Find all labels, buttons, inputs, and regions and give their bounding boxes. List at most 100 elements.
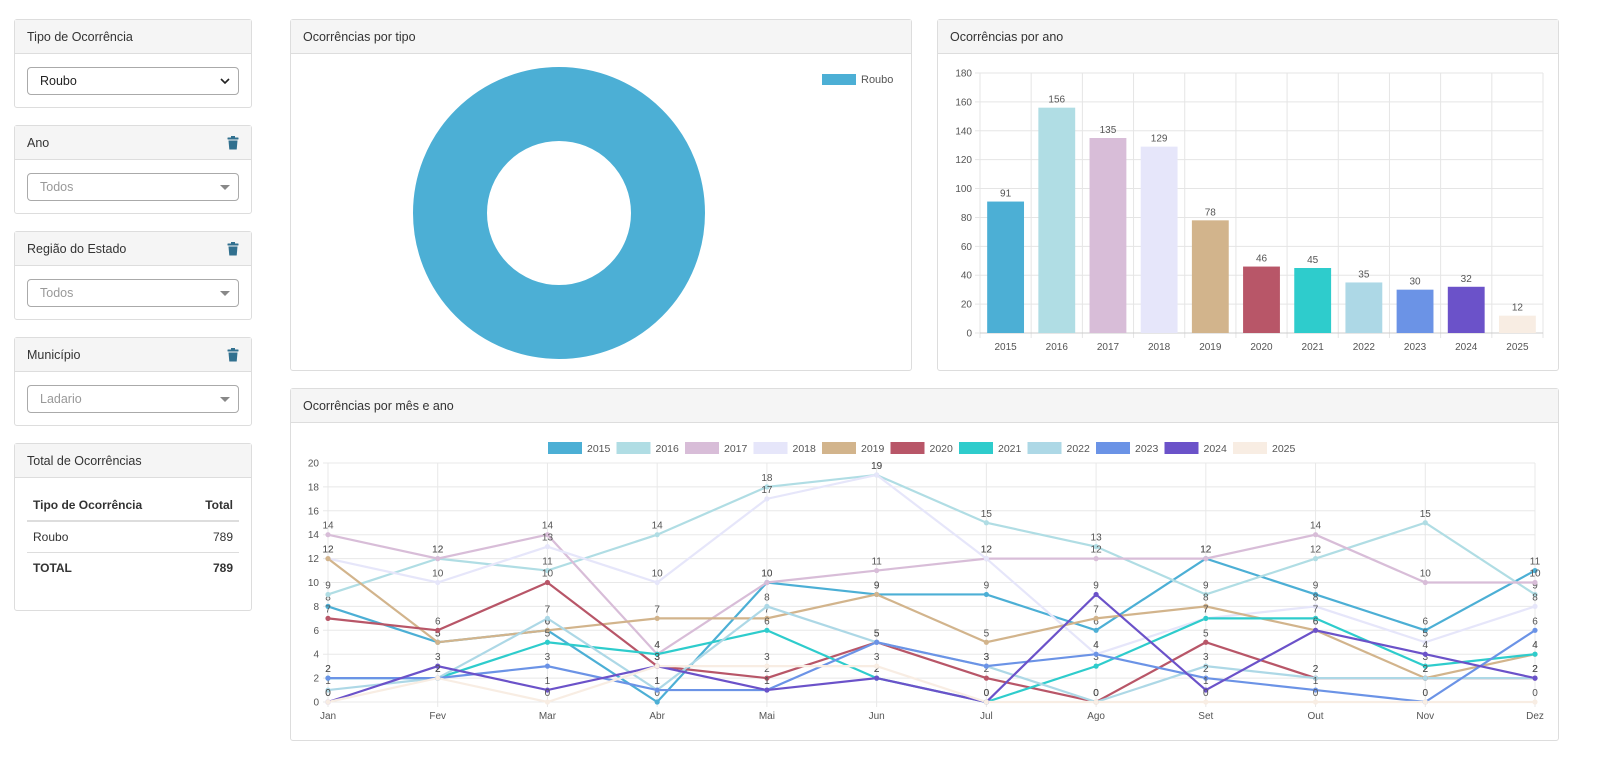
- data-point-2019[interactable]: [544, 627, 551, 633]
- data-point-2017[interactable]: [1312, 532, 1319, 538]
- data-point-2022[interactable]: [544, 615, 551, 621]
- data-point-2022[interactable]: [1312, 675, 1319, 681]
- data-point-2017[interactable]: [1093, 556, 1099, 562]
- data-point-2023[interactable]: [654, 687, 660, 693]
- data-point-2025[interactable]: [435, 675, 441, 681]
- data-point-2019[interactable]: [1203, 603, 1209, 609]
- legend-swatch-2016[interactable]: [616, 442, 651, 454]
- data-point-2023[interactable]: [874, 639, 880, 645]
- tipo-select[interactable]: Roubo: [27, 67, 239, 95]
- data-point-2023[interactable]: [544, 663, 551, 669]
- data-point-2025[interactable]: [1422, 699, 1428, 705]
- data-point-2016[interactable]: [1093, 544, 1099, 550]
- bar-2020[interactable]: [1243, 266, 1280, 333]
- data-point-2024[interactable]: [435, 663, 441, 669]
- bar-2019[interactable]: [1191, 220, 1229, 333]
- data-point-2025[interactable]: [1203, 699, 1209, 705]
- data-point-2024[interactable]: [1422, 651, 1428, 657]
- trash-icon[interactable]: [227, 241, 239, 256]
- data-point-2021[interactable]: [544, 639, 551, 645]
- bar-2018[interactable]: [1140, 146, 1178, 333]
- data-point-2018[interactable]: [983, 556, 989, 562]
- data-point-2020[interactable]: [764, 675, 770, 681]
- data-point-2015[interactable]: [1093, 627, 1099, 633]
- data-point-2019[interactable]: [983, 639, 989, 645]
- data-point-2016[interactable]: [1203, 591, 1209, 598]
- data-point-2022[interactable]: [1203, 663, 1209, 669]
- trash-icon[interactable]: [227, 135, 239, 150]
- data-point-2024[interactable]: [1093, 591, 1099, 598]
- regiao-select[interactable]: Todos: [27, 279, 239, 307]
- data-point-2021[interactable]: [1532, 651, 1538, 657]
- legend-swatch-2024[interactable]: [1164, 442, 1199, 454]
- legend-swatch-2015[interactable]: [548, 442, 582, 454]
- data-point-2017[interactable]: [1203, 556, 1209, 562]
- bar-2021[interactable]: [1294, 268, 1332, 333]
- data-point-2019[interactable]: [1093, 615, 1099, 621]
- data-point-2015[interactable]: [1532, 567, 1538, 574]
- data-point-2022[interactable]: [1422, 675, 1428, 681]
- pie-slice-roubo[interactable]: [413, 67, 705, 359]
- data-point-2020[interactable]: [435, 627, 441, 633]
- data-point-2020[interactable]: [325, 615, 331, 621]
- data-point-2021[interactable]: [1312, 615, 1319, 621]
- data-point-2016[interactable]: [1312, 556, 1319, 562]
- data-point-2017[interactable]: [544, 532, 551, 538]
- data-point-2015[interactable]: [983, 591, 989, 598]
- legend-swatch-2019[interactable]: [822, 442, 856, 454]
- data-point-2016[interactable]: [1422, 520, 1428, 526]
- data-point-2021[interactable]: [1422, 663, 1428, 669]
- data-point-2020[interactable]: [983, 675, 989, 681]
- data-point-2018[interactable]: [1422, 639, 1428, 645]
- data-point-2025[interactable]: [1093, 699, 1099, 705]
- data-point-2025[interactable]: [983, 699, 989, 705]
- data-point-2022[interactable]: [764, 603, 770, 609]
- data-point-2021[interactable]: [654, 651, 660, 657]
- data-point-2015[interactable]: [325, 603, 331, 609]
- data-point-2017[interactable]: [764, 579, 770, 586]
- trash-icon[interactable]: [227, 347, 239, 362]
- data-point-2024[interactable]: [1312, 627, 1319, 633]
- data-point-2023[interactable]: [1203, 675, 1209, 681]
- data-point-2025[interactable]: [874, 663, 880, 669]
- legend-swatch-2017[interactable]: [685, 442, 719, 454]
- data-point-2018[interactable]: [435, 579, 441, 586]
- bar-2025[interactable]: [1498, 315, 1536, 333]
- data-point-2019[interactable]: [654, 615, 660, 621]
- data-point-2015[interactable]: [654, 699, 660, 705]
- legend-swatch-2022[interactable]: [1027, 442, 1062, 454]
- legend-swatch-2020[interactable]: [890, 442, 925, 454]
- data-point-2018[interactable]: [1532, 603, 1538, 609]
- municipio-select[interactable]: Ladario: [27, 385, 239, 413]
- data-point-2016[interactable]: [654, 532, 660, 538]
- data-point-2023[interactable]: [983, 663, 989, 669]
- data-point-2016[interactable]: [983, 520, 989, 526]
- data-point-2017[interactable]: [1422, 579, 1428, 586]
- legend-swatch-2023[interactable]: [1096, 442, 1130, 454]
- data-point-2024[interactable]: [1532, 675, 1538, 681]
- data-point-2024[interactable]: [874, 675, 880, 681]
- data-point-2019[interactable]: [874, 591, 880, 598]
- data-point-2021[interactable]: [764, 627, 770, 633]
- data-point-2017[interactable]: [1532, 579, 1538, 586]
- data-point-2015[interactable]: [1312, 591, 1319, 598]
- bar-2017[interactable]: [1089, 138, 1127, 333]
- data-point-2023[interactable]: [325, 675, 331, 681]
- ano-select[interactable]: Todos: [27, 173, 239, 201]
- data-point-2023[interactable]: [1093, 651, 1099, 657]
- data-point-2017[interactable]: [874, 567, 880, 574]
- data-point-2024[interactable]: [544, 687, 551, 693]
- data-point-2025[interactable]: [1312, 699, 1319, 705]
- data-point-2019[interactable]: [764, 615, 770, 621]
- data-point-2021[interactable]: [1203, 615, 1209, 621]
- data-point-2025[interactable]: [1532, 699, 1538, 705]
- data-point-2015[interactable]: [1422, 627, 1428, 633]
- data-point-2018[interactable]: [654, 579, 660, 586]
- data-point-2022[interactable]: [325, 687, 331, 693]
- data-point-2025[interactable]: [764, 663, 770, 669]
- data-point-2016[interactable]: [544, 567, 551, 574]
- data-point-2017[interactable]: [435, 556, 441, 562]
- data-point-2016[interactable]: [325, 591, 331, 598]
- data-point-2018[interactable]: [874, 472, 880, 478]
- legend-swatch-2025[interactable]: [1233, 442, 1267, 454]
